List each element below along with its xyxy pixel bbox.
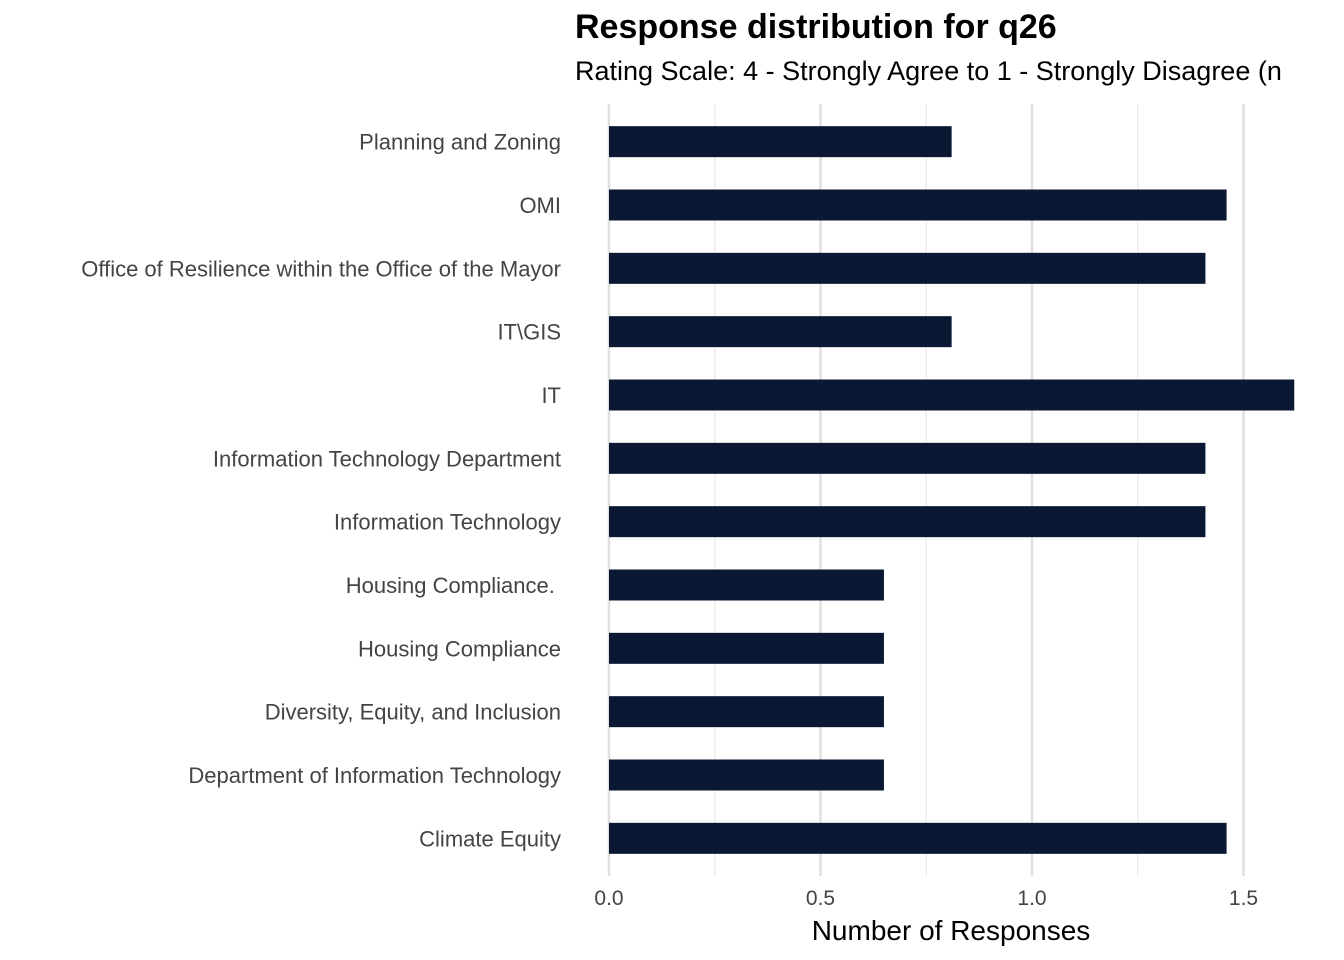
grid-lines [607,104,1245,876]
category-label: Diversity, Equity, and Inclusion [265,700,561,725]
category-label: IT [541,383,561,408]
category-label: Department of Information Technology [188,763,561,788]
category-label: Housing Compliance. [346,573,561,598]
x-tick-label: 0.0 [594,887,623,910]
chart-subtitle: Rating Scale: 4 - Strongly Agree to 1 - … [575,56,1282,86]
x-tick-label: 1.0 [1017,887,1046,910]
bar [609,189,1227,221]
category-label: Climate Equity [419,826,561,851]
category-labels: Planning and Zoning OMI Office of Resilien… [81,130,561,852]
category-label: Information Technology [334,510,561,535]
category-label: IT\GIS [497,320,561,345]
category-label: Housing Compliance [358,636,561,661]
bar [609,126,952,158]
x-tick-labels: 0.0 0.5 1.0 1.5 [594,887,1258,910]
bar [609,632,884,664]
bar [609,822,1227,854]
bar [609,569,884,601]
bar [609,252,1206,284]
bars [609,126,1295,854]
category-label: Information Technology Department [213,446,561,471]
x-tick-label: 1.5 [1229,887,1258,910]
bar [609,316,952,348]
bar [609,506,1206,538]
bar [609,759,884,791]
bar [609,696,884,728]
bar [609,442,1206,474]
x-tick-label: 0.5 [806,887,835,910]
category-label: OMI [519,193,561,218]
bar [609,379,1295,411]
category-label: Planning and Zoning [359,130,561,155]
chart-title: Response distribution for q26 [575,8,1057,46]
x-axis-title: Number of Responses [812,915,1091,946]
category-label: Office of Resilience within the Office o… [81,256,561,281]
